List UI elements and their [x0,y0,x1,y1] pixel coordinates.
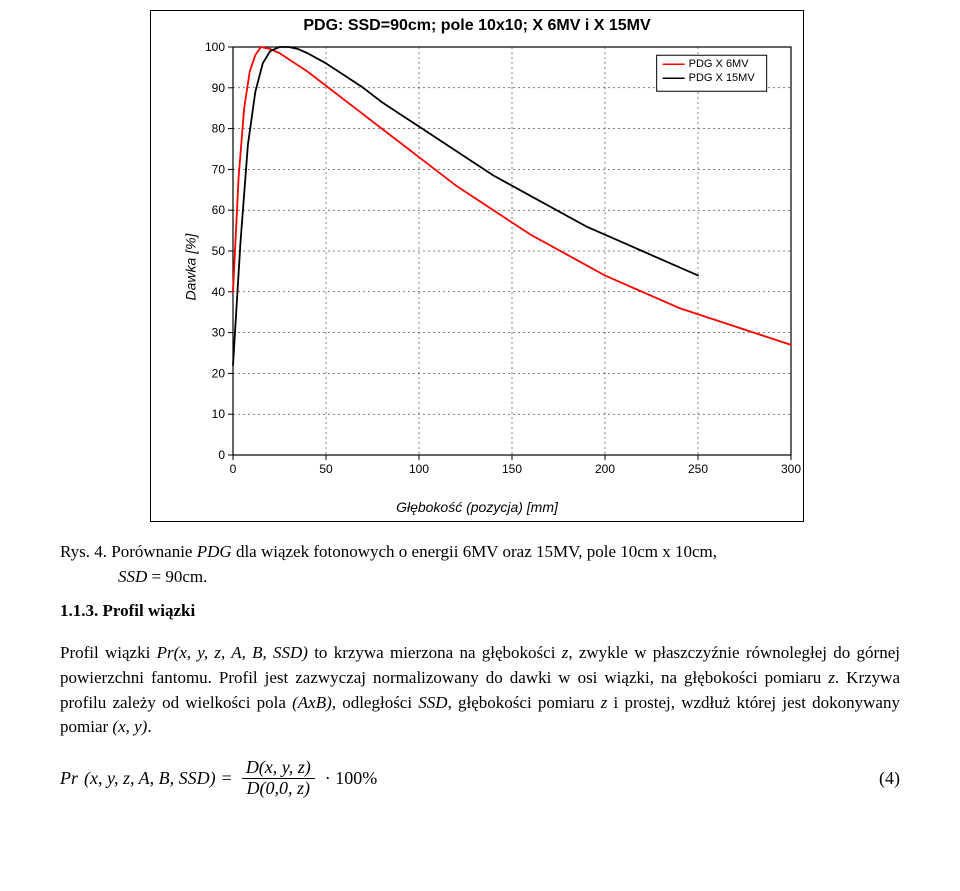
chart-title: PDG: SSD=90cm; pole 10x10; X 6MV i X 15M… [151,11,803,37]
caption-mid: dla wiązek fotonowych o energii 6MV oraz… [232,542,717,561]
svg-text:300: 300 [781,462,801,476]
eq-lhs-pr: Pr [60,768,78,789]
caption-tail: = 90cm. [147,567,207,586]
svg-text:250: 250 [688,462,708,476]
section-title: Profil wiązki [103,601,196,620]
eq-den: D(0,0, z) [243,779,315,799]
p-args: (x, y, z, A, B, SSD) [174,643,308,662]
p-axb: (AxB) [292,693,332,712]
svg-text:80: 80 [212,122,226,136]
chart-svg: 0 50 100 150 200 250 300 0 10 20 30 40 50 60 70 80 90 100… [151,37,803,497]
eq-fraction: D(x, y, z) D(0,0, z) [242,758,315,799]
svg-text:70: 70 [212,162,226,176]
y-axis-label: Dawka [%] [182,234,198,301]
section-number: 1.1.3. [60,601,98,620]
svg-text:0: 0 [218,448,225,462]
figure-caption: Rys. 4. Porównanie PDG dla wiązek fotono… [60,540,900,589]
x-axis-label: Głębokość (pozycja) [mm] [151,497,803,521]
svg-text:90: 90 [212,81,226,95]
equation-row: Pr (x, y, z, A, B, SSD) = D(x, y, z) D(0,… [60,758,900,799]
svg-text:50: 50 [319,462,333,476]
svg-text:0: 0 [230,462,237,476]
p-text-2: to krzywa mierzona na głębokości [308,643,562,662]
svg-text:PDG X 15MV: PDG X 15MV [689,72,756,84]
eq-equals: = [222,768,232,789]
svg-text:100: 100 [205,40,225,54]
eq-num: D(x, y, z) [242,758,315,779]
svg-text:200: 200 [595,462,615,476]
caption-var-ssd: SSD [118,567,147,586]
svg-text:50: 50 [212,244,226,258]
p-ssd: SSD [418,693,447,712]
p-text-1: Profil wiązki [60,643,157,662]
svg-text:40: 40 [212,285,226,299]
equation-body: Pr (x, y, z, A, B, SSD) = D(x, y, z) D(0,… [60,758,860,799]
p-text-5: , odległości [332,693,419,712]
chart-frame: PDG: SSD=90cm; pole 10x10; X 6MV i X 15M… [150,10,804,522]
svg-text:20: 20 [212,366,226,380]
p-xy: (x, y) [112,717,147,736]
eq-lhs-args: (x, y, z, A, B, SSD) [84,768,216,789]
svg-text:100: 100 [409,462,429,476]
section-heading: 1.1.3. Profil wiązki [60,601,900,621]
p-text-6: , głębokości pomiaru [448,693,601,712]
chart-area: Dawka [%] 0 50 100 150 200 250 300 0 10 20 30 40 50 6… [151,37,803,497]
svg-text:PDG X 6MV: PDG X 6MV [689,58,750,70]
profile-paragraph: Profil wiązki Pr(x, y, z, A, B, SSD) to … [60,641,900,740]
p-text-8: . [147,717,151,736]
p-pr: Pr [157,643,174,662]
caption-var-pdg: PDG [197,542,232,561]
svg-text:60: 60 [212,203,226,217]
p-z-2: z [828,668,835,687]
caption-prefix: Rys. 4. Porównanie [60,542,197,561]
eq-tail: · 100% [325,768,378,789]
svg-text:150: 150 [502,462,522,476]
svg-text:10: 10 [212,407,226,421]
svg-text:30: 30 [212,326,226,340]
equation-number: (4) [860,768,900,789]
